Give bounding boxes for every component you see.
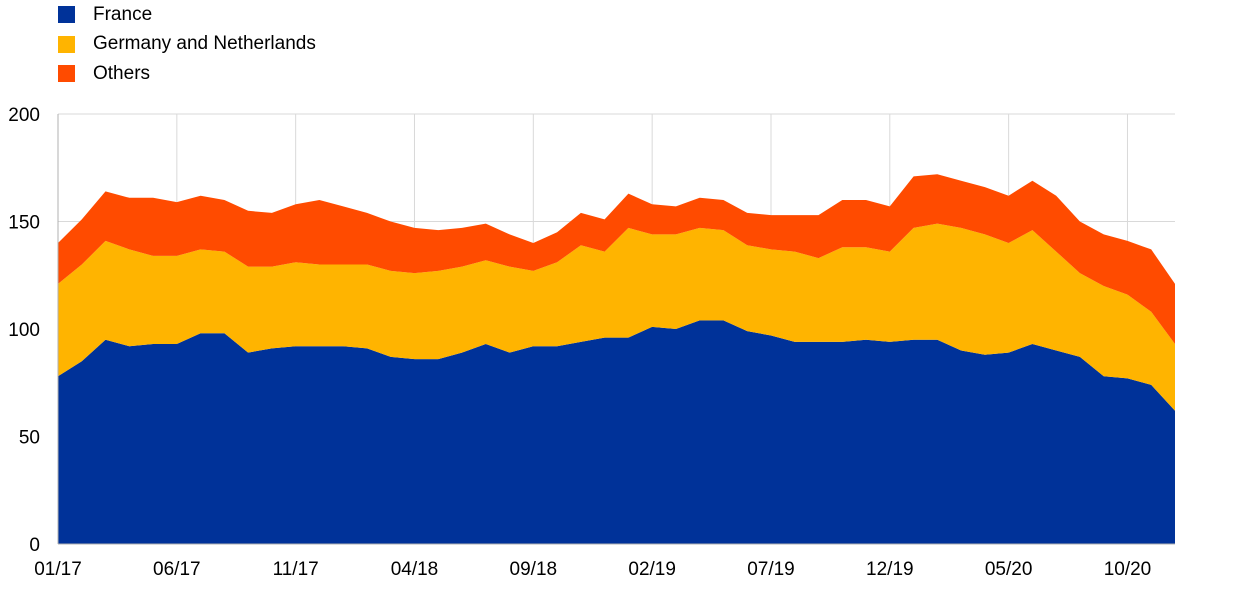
- legend-swatch: [58, 35, 75, 53]
- legend-swatch: [58, 65, 75, 83]
- legend-label: Others: [93, 62, 151, 84]
- y-tick-label: 150: [8, 213, 40, 234]
- legend-swatch: [58, 6, 75, 24]
- y-tick-label: 100: [8, 320, 40, 341]
- x-tick-label: 09/18: [510, 559, 558, 580]
- x-tick-label: 01/17: [34, 559, 82, 580]
- x-tick-label: 07/19: [747, 559, 795, 580]
- y-tick-label: 0: [29, 535, 40, 556]
- legend-label: France: [93, 3, 153, 25]
- area-series-germany-and-netherlands: [58, 223, 1175, 411]
- x-tick-label: 10/20: [1104, 559, 1152, 580]
- y-tick-label: 50: [19, 428, 40, 449]
- series-areas: [58, 174, 1175, 544]
- y-tick-label: 200: [8, 105, 40, 126]
- area-series-others: [58, 174, 1175, 344]
- legend-item: Others: [58, 59, 316, 89]
- legend-label: Germany and Netherlands: [93, 33, 316, 55]
- x-tick-label: 12/19: [866, 559, 914, 580]
- x-tick-label: 11/17: [273, 559, 319, 580]
- area-series-france: [58, 320, 1175, 544]
- x-tick-label: 06/17: [153, 559, 201, 580]
- legend-item: France: [58, 0, 316, 30]
- legend-item: Germany and Netherlands: [58, 30, 316, 60]
- chart-legend: France Germany and Netherlands Others: [58, 0, 316, 89]
- x-tick-label: 02/19: [628, 559, 676, 580]
- x-tick-label: 04/18: [391, 559, 439, 580]
- axes: 0 50 100 150 200 01/17 06/17 11/17 04/18 09/18 02/…: [8, 105, 1175, 580]
- x-tick-label: 05/20: [985, 559, 1033, 580]
